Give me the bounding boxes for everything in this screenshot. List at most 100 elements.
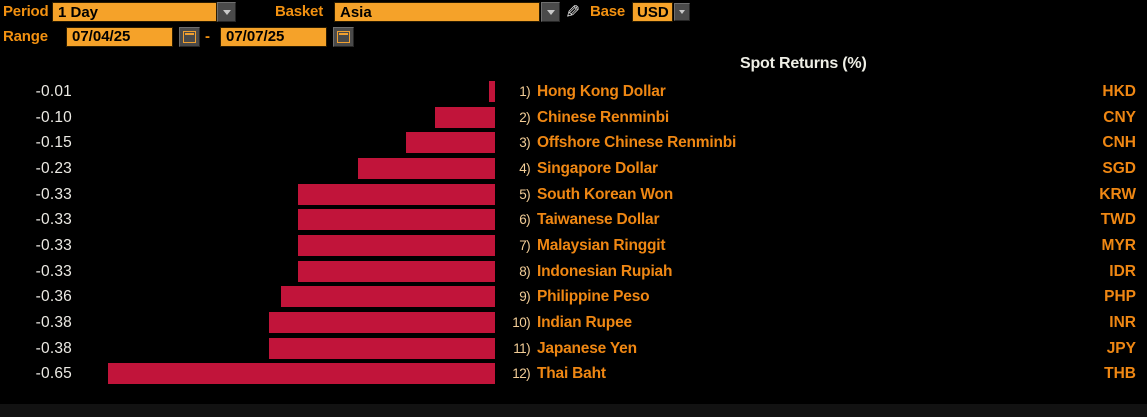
currency-code: IDR	[1109, 262, 1136, 280]
row-number: 5)	[519, 186, 530, 202]
calendar-icon	[183, 31, 196, 43]
chart-row[interactable]: -0.38 11) Japanese Yen JPY	[0, 336, 1147, 362]
chevron-down-icon	[546, 9, 555, 15]
currency-name: Indonesian Rupiah	[537, 262, 673, 280]
chart-row[interactable]: -0.33 6) Taiwanese Dollar TWD	[0, 207, 1147, 233]
currency-code: JPY	[1106, 339, 1136, 357]
bar-value-label: -0.38	[35, 339, 72, 357]
currency-code: CNY	[1103, 108, 1136, 126]
return-bar	[489, 81, 495, 102]
base-value: USD	[637, 4, 669, 21]
bar-value-label: -0.01	[35, 83, 72, 100]
currency-name: Chinese Renminbi	[537, 108, 670, 126]
chart-row[interactable]: -0.23 4) Singapore Dollar SGD	[0, 156, 1147, 182]
chart-row[interactable]: -0.10 2) Chinese Renminbi CNY	[0, 105, 1147, 131]
basket-dropdown[interactable]: Asia	[334, 2, 540, 22]
currency-name: Japanese Yen	[537, 339, 637, 357]
currency-code: CNH	[1102, 134, 1136, 152]
return-bar	[269, 311, 495, 333]
chart-row[interactable]: -0.15 3) Offshore Chinese Renminbi CNH	[0, 130, 1147, 156]
currency-name: Thai Baht	[537, 365, 606, 383]
return-bar	[298, 260, 495, 282]
range-end-input[interactable]	[220, 27, 327, 47]
currency-name: Indian Rupee	[537, 313, 632, 331]
currency-code: HKD	[1102, 83, 1136, 100]
return-bar	[435, 106, 495, 128]
bar-value-label: -0.10	[35, 108, 72, 126]
row-number: 4)	[519, 160, 530, 176]
row-number: 10)	[512, 314, 530, 330]
currency-code: THB	[1104, 365, 1136, 383]
chart-row[interactable]: -0.33 5) South Korean Won KRW	[0, 182, 1147, 208]
row-number: 8)	[519, 263, 530, 279]
chart-row[interactable]: -0.33 8) Indonesian Rupiah IDR	[0, 259, 1147, 285]
chart-row[interactable]: -0.38 10) Indian Rupee INR	[0, 310, 1147, 336]
return-bar	[358, 157, 495, 179]
period-label: Period	[3, 3, 49, 20]
chart-row[interactable]: -0.36 9) Philippine Peso PHP	[0, 284, 1147, 310]
currency-code: INR	[1109, 313, 1136, 331]
return-bar	[298, 183, 495, 205]
bar-value-label: -0.33	[35, 236, 72, 254]
range-start-input[interactable]	[66, 27, 173, 47]
currency-code: SGD	[1102, 159, 1136, 177]
return-bar	[281, 286, 495, 308]
currency-name: Philippine Peso	[537, 288, 650, 306]
currency-code: MYR	[1101, 236, 1136, 254]
row-number: 7)	[519, 237, 530, 253]
return-bar	[108, 363, 495, 385]
base-dropdown-button[interactable]	[674, 3, 690, 21]
currency-name: Offshore Chinese Renminbi	[537, 134, 737, 152]
bar-value-label: -0.38	[35, 313, 72, 331]
range-end-calendar-button[interactable]	[333, 27, 354, 47]
chevron-down-icon	[222, 9, 231, 15]
bar-value-label: -0.33	[35, 262, 72, 280]
period-dropdown[interactable]: 1 Day	[52, 2, 217, 22]
return-bar	[269, 337, 495, 359]
range-label: Range	[3, 28, 48, 45]
period-dropdown-button[interactable]	[217, 2, 236, 22]
return-bar	[298, 234, 495, 256]
bar-value-label: -0.65	[35, 365, 72, 383]
edit-basket-pencil-icon[interactable]: ✎	[565, 2, 581, 22]
chevron-down-icon	[679, 10, 685, 14]
row-number: 2)	[519, 109, 530, 125]
return-bar	[298, 209, 495, 231]
chart-row[interactable]: -0.65 12) Thai Baht THB	[0, 361, 1147, 387]
base-label: Base	[590, 3, 626, 20]
bar-chart: -0.01 1) Hong Kong Dollar HKD -0.10 2) Chinese…	[0, 79, 1147, 387]
chart-row[interactable]: -0.33 7) Malaysian Ringgit MYR	[0, 233, 1147, 259]
currency-code: TWD	[1100, 211, 1136, 229]
calendar-icon	[337, 31, 350, 43]
bar-value-label: -0.33	[35, 185, 72, 203]
currency-name: Hong Kong Dollar	[537, 83, 666, 100]
period-value: 1 Day	[58, 4, 99, 21]
currency-name: South Korean Won	[537, 185, 674, 203]
currency-name: Taiwanese Dollar	[537, 211, 660, 229]
row-number: 3)	[519, 135, 530, 151]
range-separator: -	[205, 28, 210, 45]
basket-dropdown-button[interactable]	[541, 2, 560, 22]
row-number: 1)	[519, 84, 530, 99]
bar-value-label: -0.15	[35, 134, 72, 152]
row-number: 12)	[512, 366, 530, 382]
row-number: 6)	[519, 212, 530, 228]
basket-label: Basket	[275, 3, 323, 20]
basket-value: Asia	[340, 4, 372, 21]
currency-code: KRW	[1099, 185, 1136, 203]
currency-name: Malaysian Ringgit	[537, 236, 666, 254]
chart-title: Spot Returns (%)	[740, 55, 867, 72]
range-start-calendar-button[interactable]	[179, 27, 200, 47]
currency-code: PHP	[1104, 288, 1136, 306]
bar-value-label: -0.36	[35, 288, 72, 306]
bar-value-label: -0.33	[35, 211, 72, 229]
chart-row[interactable]: -0.01 1) Hong Kong Dollar HKD	[0, 79, 1147, 105]
currency-name: Singapore Dollar	[537, 159, 658, 177]
base-dropdown[interactable]: USD	[632, 2, 673, 22]
row-number: 11)	[513, 340, 530, 356]
return-bar	[406, 132, 495, 154]
row-number: 9)	[519, 289, 530, 305]
bottom-panel-edge	[0, 404, 1147, 417]
bar-value-label: -0.23	[35, 159, 72, 177]
